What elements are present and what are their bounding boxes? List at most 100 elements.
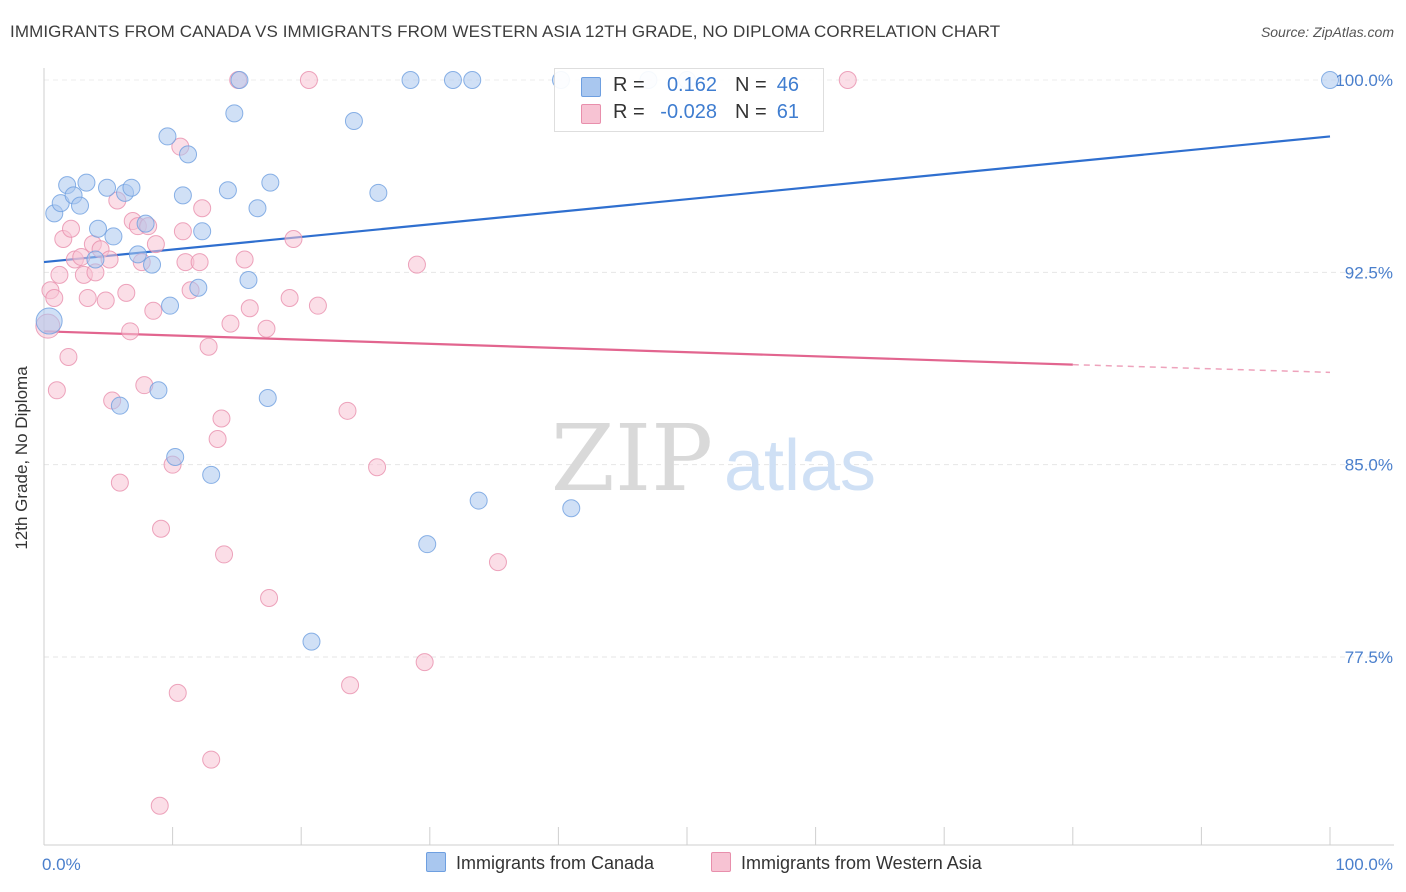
data-point bbox=[443, 71, 462, 89]
source-label: Source: ZipAtlas.com bbox=[1260, 24, 1394, 40]
legend-swatch-canada bbox=[426, 852, 446, 872]
data-point bbox=[136, 214, 155, 233]
data-point bbox=[98, 178, 117, 197]
n-label: N = bbox=[735, 74, 767, 96]
data-point bbox=[179, 145, 198, 164]
data-point bbox=[149, 381, 168, 400]
data-point bbox=[341, 676, 360, 695]
data-point bbox=[280, 288, 299, 307]
legend-label-canada: Immigrants from Canada bbox=[456, 853, 655, 873]
data-point bbox=[71, 196, 90, 215]
data-point bbox=[230, 71, 249, 89]
data-point bbox=[463, 71, 482, 89]
data-point bbox=[96, 291, 115, 310]
data-point bbox=[225, 104, 244, 123]
data-point bbox=[193, 222, 212, 241]
trend-line-western-asia-extension bbox=[1072, 363, 1331, 374]
data-point bbox=[258, 388, 277, 407]
x-tick-label: 100.0% bbox=[1335, 855, 1393, 874]
data-point bbox=[86, 250, 105, 269]
data-point bbox=[117, 283, 136, 302]
data-point bbox=[146, 235, 165, 254]
data-point bbox=[59, 347, 78, 366]
data-point bbox=[239, 271, 258, 290]
r-value: -0.028 bbox=[660, 101, 717, 123]
data-point bbox=[1321, 71, 1339, 89]
n-value: 61 bbox=[776, 101, 799, 123]
western-asia-swatch bbox=[581, 104, 601, 124]
trend-line-canada bbox=[43, 135, 1331, 264]
data-point bbox=[469, 491, 488, 510]
data-point bbox=[104, 227, 123, 246]
y-tick-label: 77.5% bbox=[1345, 648, 1393, 667]
data-point bbox=[221, 314, 240, 333]
data-point bbox=[218, 181, 237, 200]
data-point bbox=[401, 71, 420, 89]
data-point bbox=[161, 296, 180, 315]
legend-swatch-western-asia bbox=[711, 852, 731, 872]
data-points bbox=[35, 71, 1339, 815]
trend-lines bbox=[43, 135, 1331, 374]
r-label: R = bbox=[613, 101, 645, 123]
trend-line-western-asia bbox=[43, 330, 1073, 366]
y-tick-label: 100.0% bbox=[1335, 71, 1393, 90]
data-point bbox=[150, 796, 169, 815]
legend-item-canada[interactable]: Immigrants from Canada bbox=[426, 852, 654, 876]
data-point bbox=[168, 683, 187, 702]
data-point bbox=[62, 219, 81, 238]
data-point bbox=[121, 322, 140, 341]
legend-label-western-asia: Immigrants from Western Asia bbox=[741, 853, 982, 873]
data-point bbox=[248, 199, 267, 218]
data-point bbox=[407, 255, 426, 274]
n-label: N = bbox=[735, 101, 767, 123]
stats-row-western-asia: R = -0.028 N = 61 bbox=[555, 101, 823, 127]
data-point bbox=[257, 319, 276, 338]
data-point bbox=[122, 178, 141, 197]
stats-box: R = 0.162 N = 46 R = -0.028 N = 61 bbox=[554, 68, 824, 132]
data-point bbox=[190, 253, 209, 272]
data-point bbox=[208, 430, 227, 449]
r-value: 0.162 bbox=[666, 74, 717, 96]
data-point bbox=[189, 278, 208, 297]
stats-row-canada: R = 0.162 N = 46 bbox=[555, 74, 823, 100]
data-point bbox=[299, 71, 318, 89]
data-point bbox=[173, 222, 192, 241]
data-point bbox=[302, 632, 321, 651]
data-point bbox=[212, 409, 231, 428]
data-point bbox=[369, 183, 388, 202]
data-point bbox=[89, 219, 108, 238]
data-point bbox=[284, 229, 303, 248]
data-point bbox=[35, 307, 63, 335]
data-point bbox=[202, 750, 221, 769]
canada-swatch bbox=[581, 77, 601, 97]
data-point bbox=[143, 255, 162, 274]
data-point bbox=[144, 301, 163, 320]
data-point bbox=[166, 447, 185, 466]
data-point bbox=[261, 173, 280, 192]
data-point bbox=[368, 458, 387, 477]
chart-title: IMMIGRANTS FROM CANADA VS IMMIGRANTS FRO… bbox=[10, 22, 1001, 41]
legend-item-western-asia[interactable]: Immigrants from Western Asia bbox=[711, 852, 982, 876]
data-point bbox=[173, 186, 192, 205]
data-point bbox=[308, 296, 327, 315]
data-point bbox=[488, 553, 507, 572]
data-point bbox=[78, 288, 97, 307]
data-point bbox=[199, 337, 218, 356]
watermark: ZIP atlas bbox=[551, 405, 876, 512]
data-point bbox=[260, 589, 279, 608]
watermark-zip: ZIP bbox=[551, 405, 713, 512]
data-point bbox=[110, 396, 129, 415]
x-tick-label: 0.0% bbox=[42, 855, 81, 874]
data-point bbox=[415, 653, 434, 672]
tick-labels: 77.5% 85.0% 92.5% 100.0% 0.0% 100.0% bbox=[42, 71, 1393, 874]
data-point bbox=[152, 519, 171, 538]
data-point bbox=[45, 288, 64, 307]
data-point bbox=[240, 299, 259, 318]
data-point bbox=[158, 127, 177, 146]
data-point bbox=[215, 545, 234, 564]
axes bbox=[43, 68, 1394, 846]
data-point bbox=[202, 465, 221, 484]
data-point bbox=[193, 199, 212, 218]
gridlines bbox=[44, 79, 1394, 658]
